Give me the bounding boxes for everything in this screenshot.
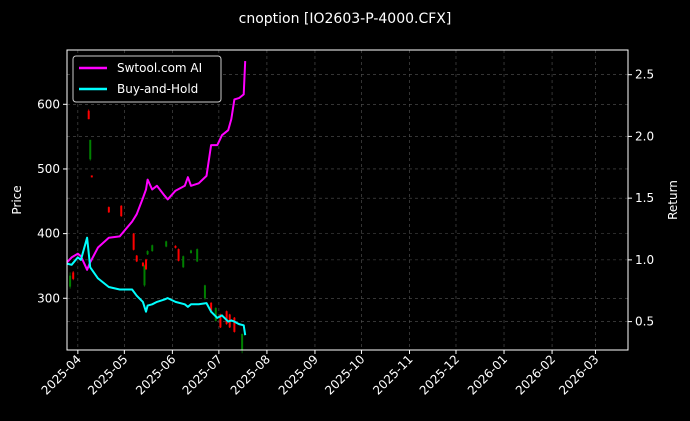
y-tick-label: 300 — [37, 291, 60, 305]
y-tick-label: 500 — [37, 162, 60, 176]
strategy-return-line — [66, 61, 247, 271]
candle-body — [189, 250, 192, 254]
candle-body — [146, 251, 149, 255]
candle-body — [241, 333, 244, 350]
candle-body — [177, 249, 180, 261]
candle-body — [141, 262, 144, 266]
candle-body — [219, 314, 222, 328]
y-axis-label: Price — [10, 185, 24, 214]
candle-body — [90, 175, 93, 178]
candle-body — [135, 255, 138, 262]
legend-label-strategy: Swtool.com AI — [117, 61, 202, 75]
candle-body — [151, 245, 154, 252]
candle-body — [107, 207, 110, 213]
candle-body — [210, 302, 213, 313]
buy-and-hold-return-line — [66, 236, 247, 336]
candle-body — [203, 285, 206, 299]
candle-body — [174, 245, 177, 248]
y2-tick-label: 0.5 — [635, 315, 654, 329]
y2-axis-label: Return — [666, 180, 680, 220]
candle-body — [132, 233, 135, 250]
y2-tick-label: 1.5 — [635, 191, 654, 205]
candle-body — [214, 307, 217, 321]
y-tick-label: 600 — [37, 97, 60, 111]
y2-tick-label: 2.5 — [635, 68, 654, 82]
candle-body — [145, 259, 148, 270]
candle-body — [69, 275, 72, 287]
legend-label-buyhold: Buy-and-Hold — [117, 82, 198, 96]
candle-body — [120, 205, 123, 217]
y2-tick-label: 2.0 — [635, 129, 654, 143]
legend: Swtool.com AI Buy-and-Hold — [72, 55, 222, 103]
candle-body — [89, 139, 92, 160]
candles — [69, 109, 244, 354]
candle-body — [87, 110, 90, 120]
chart-title: cnoption [IO2603-P-4000.CFX] — [239, 11, 452, 27]
series-lines — [66, 61, 247, 336]
plot-frame — [66, 49, 629, 351]
candle-body — [165, 241, 168, 247]
candle-body — [143, 265, 146, 286]
y-tick-label: 400 — [37, 227, 60, 241]
candle-body — [196, 249, 199, 262]
candle-body — [225, 311, 228, 325]
candle-body — [182, 256, 185, 268]
candle-body — [233, 317, 236, 332]
candle-body — [72, 272, 75, 279]
y2-tick-label: 1.0 — [635, 253, 654, 267]
